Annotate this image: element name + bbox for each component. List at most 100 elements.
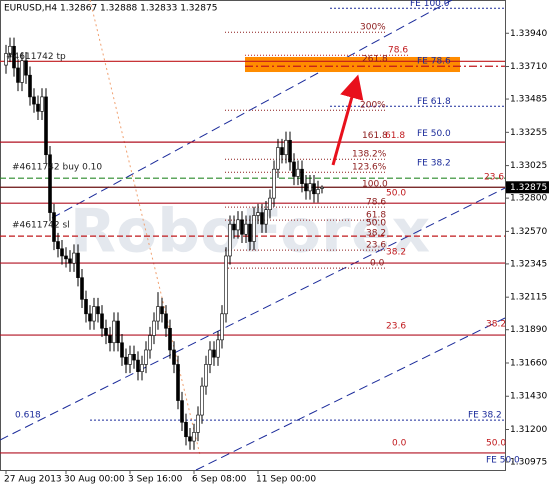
candle-body (76, 252, 80, 278)
candle-body (236, 219, 240, 231)
annotation: #4611742 sl (12, 221, 70, 231)
candle-body (192, 432, 196, 442)
annotation: 23.6 (386, 322, 406, 332)
candle-body (228, 223, 232, 257)
candle-body (300, 168, 304, 184)
annotation: #4611742 tp (6, 52, 66, 62)
annotation: 200% (360, 101, 386, 111)
channel-line (51, 0, 453, 219)
candle-body (184, 421, 188, 438)
candle-body (276, 147, 280, 170)
annotation: FE 78.6 (417, 57, 451, 67)
candle-body (308, 183, 312, 192)
candle-body (176, 364, 180, 401)
candle-body (272, 168, 276, 199)
candle-body (96, 306, 100, 315)
candle-body (312, 183, 316, 195)
annotation: 61.8 (366, 211, 386, 221)
candle-body (28, 74, 32, 98)
y-tick-label: 1.33710 (510, 62, 547, 72)
x-tick-label: 11 Sep 00:00 (256, 475, 316, 485)
candle-body (36, 103, 40, 112)
annotation: 161.8 (362, 131, 388, 141)
annotation: FE 50.0 (486, 456, 520, 466)
annotation: #4611742 buy 0.10 (12, 163, 102, 173)
annotation: 23.6 (484, 173, 504, 183)
candles-layer (4, 37, 324, 450)
candle-body (132, 354, 136, 361)
annotation: FE 50.0 (417, 129, 451, 139)
candle-body (164, 313, 168, 329)
candle-body (296, 168, 300, 177)
x-tick-label: 27 Aug 2013 (4, 475, 62, 485)
candle-body (44, 96, 48, 156)
candle-body (148, 335, 152, 351)
y-tick-label: 1.33255 (510, 128, 547, 138)
annotation: 38.2 (386, 248, 406, 258)
annotation: 123.6% (352, 163, 387, 173)
annotation: 50.0 (366, 219, 386, 229)
candle-body (72, 252, 76, 264)
levels-layer (0, 56, 505, 454)
candle-body (280, 147, 284, 156)
candle-body (108, 335, 112, 344)
annotation: 50.0 (486, 439, 506, 449)
candle-body (8, 45, 12, 54)
annotation: 261.8 (362, 55, 388, 65)
candle-body (92, 306, 96, 322)
candle-body (52, 212, 56, 242)
candle-body (144, 349, 148, 365)
candle-body (16, 67, 20, 83)
channel-line (0, 187, 506, 441)
candle-body (120, 342, 124, 358)
x-tick-label: 3 Sep 16:00 (128, 475, 183, 485)
candle-body (140, 364, 144, 372)
candle-body (32, 96, 36, 105)
candle-body (188, 436, 192, 442)
candle-body (224, 255, 228, 315)
back-layer (0, 0, 506, 471)
candle-body (116, 320, 120, 344)
candle-body (220, 313, 224, 341)
candle-body (160, 306, 164, 315)
y-tick-label: 1.33025 (510, 161, 547, 171)
candle-body (212, 349, 216, 358)
candle-body (152, 320, 156, 336)
annotation: 0.618 (15, 411, 41, 421)
candle-body (320, 186, 324, 189)
y-tick-label: 1.32115 (510, 293, 547, 303)
annotation: 0.0 (370, 259, 385, 269)
candle-body (124, 356, 128, 365)
annotation: 38.2 (366, 229, 386, 239)
candle-body (84, 299, 88, 315)
y-tick-label: 1.32800 (510, 194, 547, 204)
annotation: 38.2 (486, 320, 506, 330)
y-tick-label: 1.31890 (510, 325, 547, 335)
candle-body (168, 327, 172, 351)
y-tick-label: 1.33940 (510, 29, 547, 39)
annotation: 0.0 (392, 439, 407, 449)
last-price-label: 1.32875 (510, 183, 547, 193)
candle-body (196, 414, 200, 433)
candle-body (288, 139, 292, 163)
candle-body (128, 354, 132, 365)
annotation: FE 38.2 (417, 159, 451, 169)
candle-body (240, 219, 244, 235)
candle-body (48, 154, 52, 213)
candle-body (204, 364, 208, 387)
candle-body (268, 197, 272, 210)
candle-body (40, 96, 44, 112)
candle-body (60, 248, 64, 257)
candle-body (316, 189, 320, 195)
candle-body (304, 183, 308, 192)
annotation: FE 61.8 (417, 97, 451, 107)
annotation: 61.8 (385, 131, 405, 141)
candle-body (56, 241, 60, 250)
y-tick-label: 1.31660 (510, 358, 547, 368)
y-tick-label: 1.33485 (510, 95, 547, 105)
candle-body (24, 60, 28, 76)
candle-body (156, 306, 160, 322)
annotation: 50.0 (386, 189, 406, 199)
